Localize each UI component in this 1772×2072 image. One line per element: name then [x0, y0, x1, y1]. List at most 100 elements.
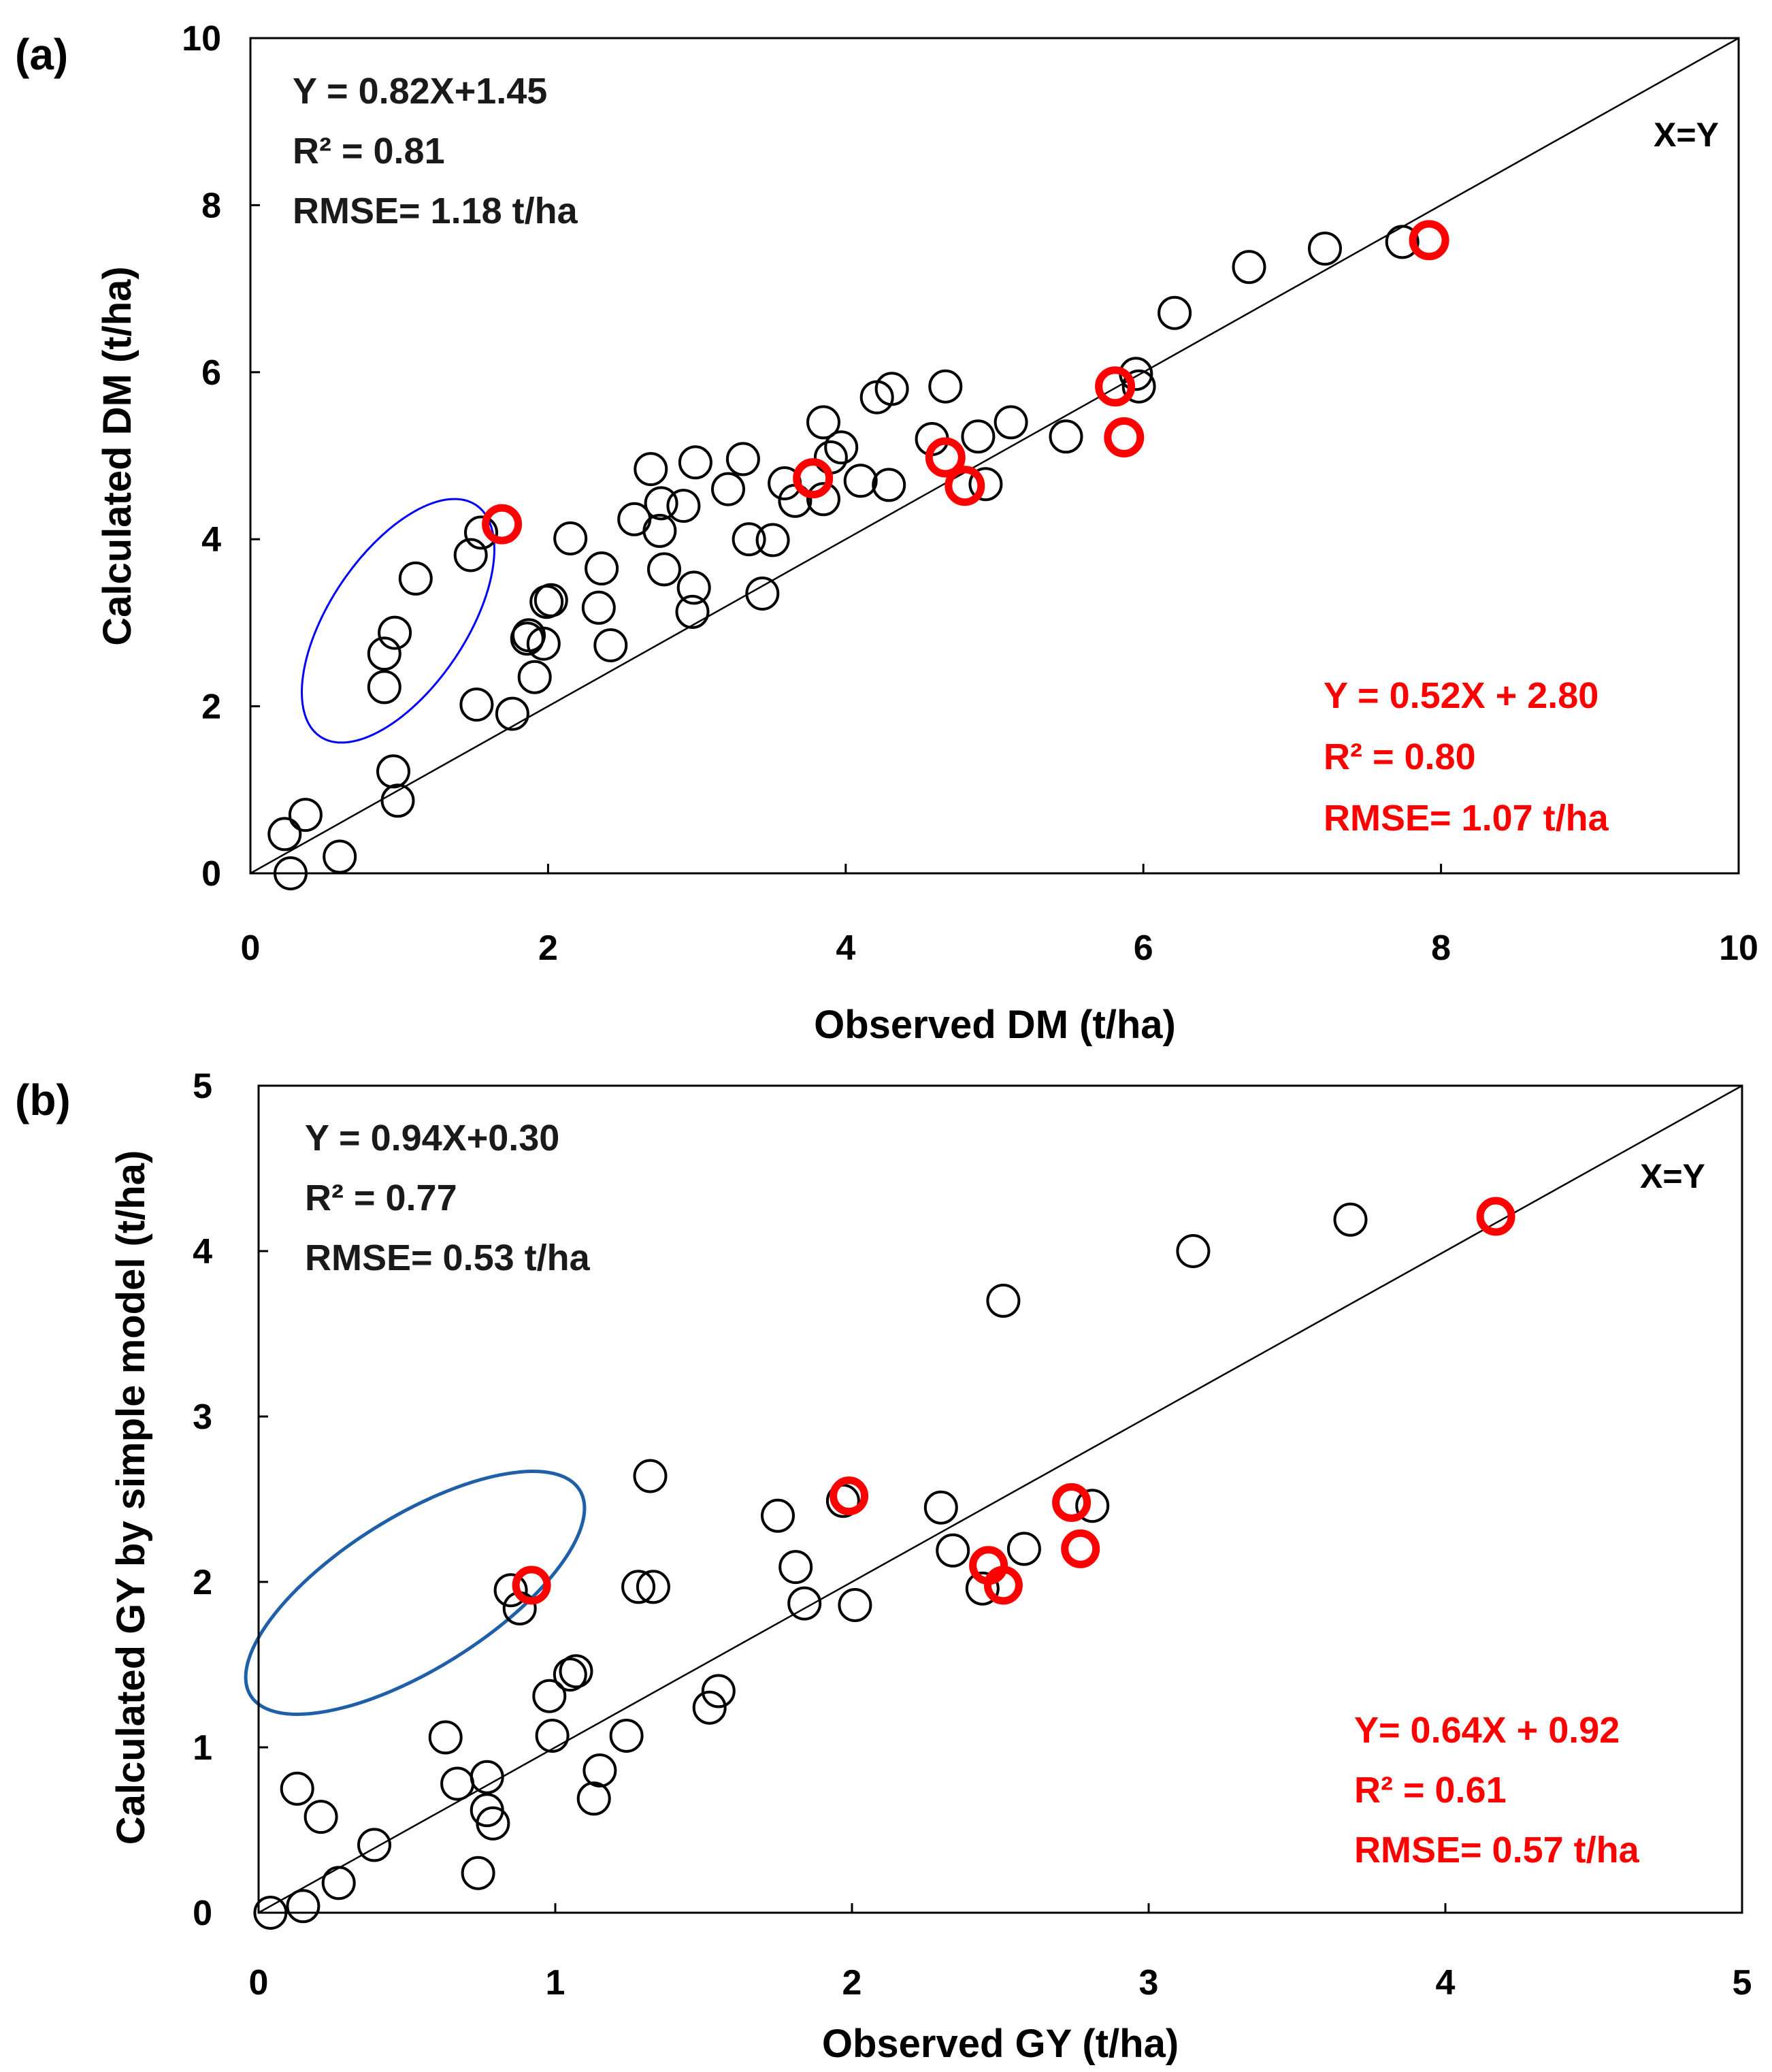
data-point-44 — [843, 464, 878, 498]
x-tick-label: 4 — [836, 928, 855, 968]
highlight-ellipse — [244, 1470, 587, 1716]
panel-label-b: (b) — [15, 1075, 71, 1124]
y-tick-label: 4 — [193, 1232, 212, 1272]
x-tick-label: 3 — [1139, 1963, 1159, 2003]
x-tick-label: 0 — [249, 1963, 269, 2003]
data-point-23 — [593, 628, 628, 662]
data-point-6 — [367, 670, 401, 705]
data-point-22 — [581, 590, 616, 625]
data-point-32 — [936, 1533, 970, 1568]
data-point-2 — [280, 1771, 314, 1806]
x-tick-label: 8 — [1431, 928, 1451, 968]
data-point-9 — [398, 561, 433, 596]
data-point-14 — [532, 1679, 567, 1713]
data-point-11 — [476, 1806, 510, 1841]
annotation-equation: Y = 0.82X+1.45 — [293, 71, 547, 112]
data-point-33 — [965, 1571, 1000, 1606]
data-point-20 — [609, 1719, 644, 1753]
x-tick-label: 10 — [1719, 928, 1758, 968]
data-point-41 — [806, 482, 840, 517]
data-point-36 — [1075, 1489, 1110, 1523]
data-point-34 — [986, 1283, 1021, 1318]
data-point-30 — [675, 594, 710, 629]
data-point-17 — [559, 1654, 593, 1689]
data-point-5 — [376, 754, 410, 789]
data-point-9 — [470, 1760, 504, 1794]
red-point-4 — [1095, 366, 1136, 407]
y-tick-label: 2 — [193, 1563, 212, 1602]
red-point-0 — [482, 504, 523, 545]
panel-b-chart: (b) X=Y 0 1 2 3 4 5 0 1 2 3 4 5 Y = 0.94X+0.30 R² =… — [15, 1067, 1752, 2066]
y-tick-label: 3 — [193, 1397, 212, 1437]
data-point-17 — [526, 626, 561, 661]
data-point-5 — [357, 1828, 391, 1862]
data-point-28 — [647, 552, 681, 587]
red-point-4 — [1052, 1483, 1092, 1522]
data-point-47 — [872, 468, 906, 502]
red-point-3 — [983, 1566, 1023, 1605]
data-point-1 — [288, 798, 323, 832]
data-point-7 — [367, 636, 401, 671]
red-point-2 — [925, 437, 966, 478]
data-point-27 — [778, 1550, 813, 1585]
data-point-55 — [1121, 369, 1156, 404]
data-point-3 — [323, 839, 357, 874]
scatter-points — [253, 1197, 1515, 1930]
data-point-52 — [994, 405, 1028, 440]
annotation-red-rmse: RMSE= 1.07 t/ha — [1324, 798, 1609, 839]
annotation-rmse: RMSE= 0.53 t/ha — [305, 1237, 591, 1278]
data-point-51 — [968, 467, 1003, 502]
data-point-33 — [711, 472, 745, 506]
y-tick-label: 4 — [201, 520, 221, 560]
annotation-red-equation: Y= 0.64X + 0.92 — [1354, 1710, 1620, 1751]
reference-line-xy — [258, 1084, 1743, 1914]
data-point-18 — [576, 1781, 611, 1816]
scatter-points — [267, 220, 1449, 890]
data-point-25 — [701, 1674, 736, 1709]
reference-line-label: X=Y — [1640, 1157, 1705, 1195]
data-point-57 — [1232, 250, 1266, 285]
y-tick-label: 1 — [193, 1728, 212, 1768]
data-point-38 — [1333, 1202, 1368, 1237]
data-point-58 — [1308, 231, 1342, 266]
data-point-31 — [923, 1490, 958, 1525]
data-point-49 — [928, 369, 963, 404]
annotation-r-squared: R² = 0.81 — [293, 131, 445, 172]
data-point-50 — [961, 419, 996, 454]
data-point-40 — [806, 405, 840, 440]
data-point-4 — [321, 1866, 356, 1900]
annotation-red-r-squared: R² = 0.61 — [1354, 1770, 1507, 1811]
data-point-1 — [286, 1889, 321, 1924]
data-point-0 — [267, 817, 302, 852]
reference-line-xy — [250, 37, 1739, 875]
data-point-12 — [459, 687, 494, 722]
data-point-24 — [692, 1690, 727, 1725]
data-point-16 — [517, 660, 552, 694]
red-point-3 — [945, 466, 985, 506]
panel-label-a: (a) — [15, 30, 68, 79]
data-point-19 — [583, 1753, 617, 1787]
data-point-37 — [755, 523, 790, 557]
data-point-8 — [461, 1856, 495, 1890]
x-axis-title: Observed GY (t/ha) — [822, 2022, 1179, 2066]
data-point-27 — [642, 513, 677, 548]
data-point-16 — [553, 1657, 587, 1692]
plot-frame — [249, 37, 1740, 875]
data-point-43 — [824, 430, 859, 465]
data-point-22 — [636, 1570, 670, 1604]
data-point-56 — [1158, 295, 1192, 330]
data-point-59 — [1385, 225, 1420, 259]
data-point-23 — [633, 1459, 668, 1493]
data-point-29 — [666, 489, 701, 523]
y-tick-label: 6 — [201, 353, 221, 393]
y-axis-title: Calculated DM (t/ha) — [95, 266, 140, 646]
data-point-35 — [732, 522, 766, 557]
panel-a-chart: (a) X=Y 0 2 4 6 8 10 0 2 4 6 8 10 Y = 0.82X+1.45 R²… — [15, 19, 1758, 1047]
data-point-30 — [838, 1588, 872, 1622]
x-tick-label: 5 — [1733, 1963, 1752, 2003]
data-point-36 — [745, 577, 780, 611]
data-point-15 — [535, 1719, 570, 1753]
data-point-20 — [553, 521, 588, 555]
data-point-6 — [428, 1720, 463, 1755]
